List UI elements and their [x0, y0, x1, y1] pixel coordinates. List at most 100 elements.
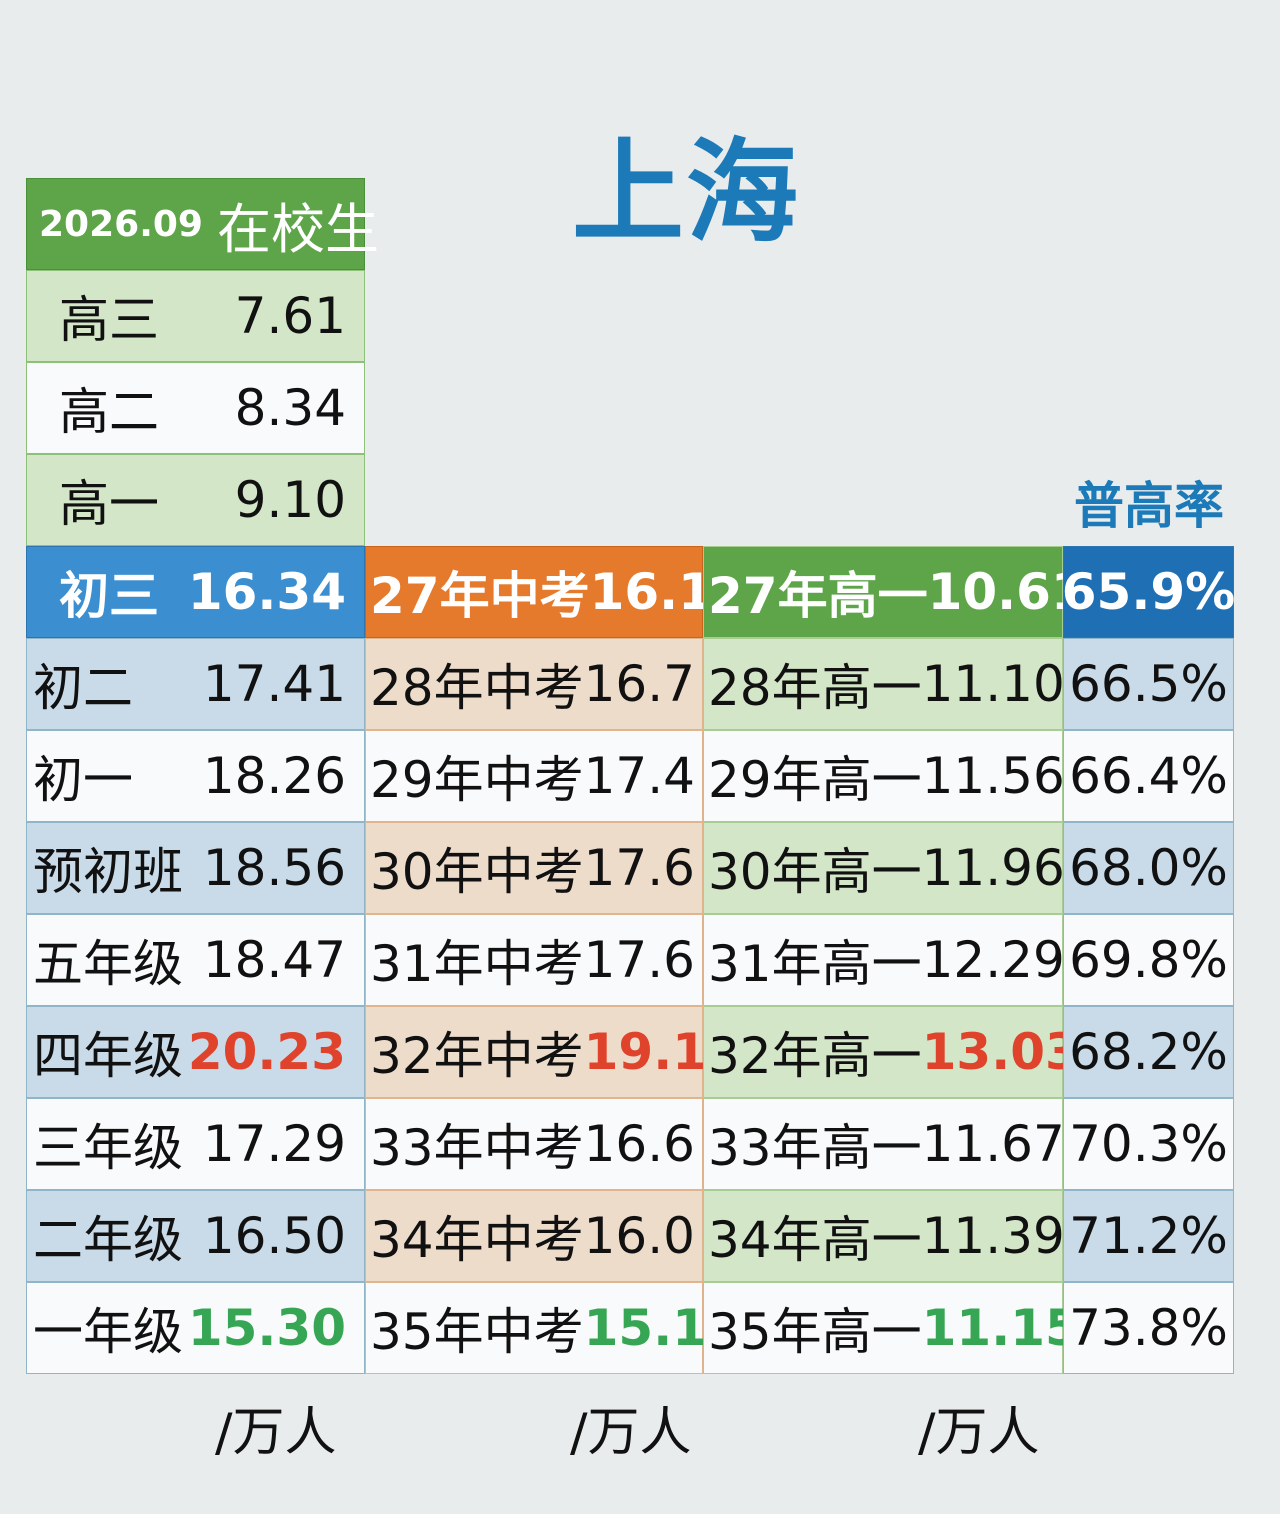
row-3-highschool-value: 11.96	[921, 839, 1065, 897]
top-row-2-value: 9.10	[234, 471, 346, 529]
row-0-students-value: 16.34	[187, 563, 346, 621]
row-2-exam-value: 17.4	[583, 747, 695, 805]
row-2-highschool-label: 29年高一	[708, 751, 922, 809]
row-3-students: 预初班 18.56	[26, 822, 365, 914]
row-6-exam-label: 33年中考	[370, 1119, 584, 1177]
row-7-highschool-value: 11.39	[921, 1207, 1065, 1265]
row-7-exam-value: 16.0	[583, 1207, 695, 1265]
row-0-highschool: 27年高一 10.61	[703, 546, 1086, 638]
row-0-exam: 27年中考 16.1	[365, 546, 713, 638]
row-0-highschool-label: 27年高一	[708, 567, 928, 625]
row-6-rate-value: 70.3%	[1069, 1115, 1228, 1173]
row-4-students: 五年级 18.47	[26, 914, 365, 1006]
row-5-students-label: 四年级	[33, 1027, 183, 1085]
row-6-highschool-label: 33年高一	[708, 1119, 922, 1177]
row-8-highschool: 35年高一 11.15	[703, 1282, 1080, 1374]
row-0-highschool-value: 10.61	[927, 563, 1086, 621]
row-4-rate-value: 69.8%	[1069, 931, 1228, 989]
row-0-exam-label: 27年中考	[370, 567, 590, 625]
top-row-0-value: 7.61	[234, 287, 346, 345]
top-row-2: 高一 9.10	[26, 454, 365, 546]
row-2-students: 初一 18.26	[26, 730, 365, 822]
row-4-students-label: 五年级	[33, 935, 183, 993]
row-2-students-value: 18.26	[202, 747, 346, 805]
row-8-exam-value: 15.1	[583, 1299, 707, 1357]
row-0-rate-value: 65.9%	[1061, 563, 1236, 621]
row-1-rate-value: 66.5%	[1069, 655, 1228, 713]
row-8-highschool-label: 35年高一	[708, 1303, 922, 1361]
row-4-exam-value: 17.6	[583, 931, 695, 989]
row-8-students: 一年级 15.30	[26, 1282, 365, 1374]
row-2-rate: 66.4%	[1063, 730, 1234, 822]
row-7-rate-value: 71.2%	[1069, 1207, 1228, 1265]
row-3-highschool-label: 30年高一	[708, 843, 922, 901]
row-0-students: 初三 16.34	[26, 546, 365, 638]
row-7-highschool: 34年高一 11.39	[703, 1190, 1065, 1282]
row-3-exam: 30年中考 17.6	[365, 822, 703, 914]
unit-label-2: /万人	[570, 1403, 692, 1463]
row-3-students-value: 18.56	[202, 839, 346, 897]
row-5-rate-value: 68.2%	[1069, 1023, 1228, 1081]
row-5-students-value: 20.23	[187, 1023, 346, 1081]
row-5-highschool-label: 32年高一	[708, 1027, 922, 1085]
row-1-students-value: 17.41	[202, 655, 346, 713]
row-7-students-label: 二年级	[33, 1211, 183, 1269]
row-5-exam-label: 32年中考	[370, 1027, 584, 1085]
row-3-rate-value: 68.0%	[1069, 839, 1228, 897]
top-row-1-label: 高二	[59, 383, 159, 441]
row-6-students-label: 三年级	[33, 1119, 183, 1177]
row-4-rate: 69.8%	[1063, 914, 1234, 1006]
row-1-rate: 66.5%	[1063, 638, 1234, 730]
row-8-rate: 73.8%	[1063, 1282, 1234, 1374]
row-0-rate: 65.9%	[1061, 546, 1236, 638]
top-row-1: 高二 8.34	[26, 362, 365, 454]
row-5-exam: 32年中考 19.1	[365, 1006, 707, 1098]
row-5-students: 四年级 20.23	[26, 1006, 365, 1098]
row-3-exam-label: 30年中考	[370, 843, 584, 901]
row-1-highschool-label: 28年高一	[708, 659, 922, 717]
row-3-rate: 68.0%	[1063, 822, 1234, 914]
row-8-exam-label: 35年中考	[370, 1303, 584, 1361]
row-7-students: 二年级 16.50	[26, 1190, 365, 1282]
row-8-exam: 35年中考 15.1	[365, 1282, 707, 1374]
row-5-highschool: 32年高一 13.03	[703, 1006, 1080, 1098]
row-5-highschool-value: 13.03	[921, 1023, 1080, 1081]
row-0-exam-value: 16.1	[589, 563, 713, 621]
row-6-students: 三年级 17.29	[26, 1098, 365, 1190]
page-title: 上海	[572, 128, 800, 258]
row-8-students-value: 15.30	[187, 1299, 346, 1357]
row-7-exam-label: 34年中考	[370, 1211, 584, 1269]
row-1-exam-label: 28年中考	[370, 659, 584, 717]
row-4-exam: 31年中考 17.6	[365, 914, 703, 1006]
row-6-exam-value: 16.6	[583, 1115, 695, 1173]
row-8-students-label: 一年级	[33, 1303, 183, 1361]
row-1-students: 初二 17.41	[26, 638, 365, 730]
row-3-exam-value: 17.6	[583, 839, 695, 897]
row-7-students-value: 16.50	[202, 1207, 346, 1265]
row-3-highschool: 30年高一 11.96	[703, 822, 1065, 914]
unit-label-3: /万人	[918, 1403, 1040, 1463]
header-date: 2026.09	[39, 203, 203, 245]
row-1-exam-value: 16.7	[583, 655, 695, 713]
row-4-students-value: 18.47	[202, 931, 346, 989]
row-6-highschool: 33年高一 11.67	[703, 1098, 1065, 1190]
row-3-students-label: 预初班	[33, 843, 183, 901]
row-7-exam: 34年中考 16.0	[365, 1190, 703, 1282]
row-2-exam: 29年中考 17.4	[365, 730, 703, 822]
top-row-1-value: 8.34	[234, 379, 346, 437]
row-2-exam-label: 29年中考	[370, 751, 584, 809]
row-0-students-label: 初三	[59, 567, 159, 625]
row-2-rate-value: 66.4%	[1069, 747, 1228, 805]
row-4-highschool-label: 31年高一	[708, 935, 922, 993]
row-5-rate: 68.2%	[1063, 1006, 1234, 1098]
row-1-exam: 28年中考 16.7	[365, 638, 703, 730]
row-5-exam-value: 19.1	[583, 1023, 707, 1081]
row-4-exam-label: 31年中考	[370, 935, 584, 993]
top-row-0-label: 高三	[59, 291, 159, 349]
row-8-highschool-value: 11.15	[921, 1299, 1080, 1357]
row-2-highschool-value: 11.56	[921, 747, 1065, 805]
row-2-students-label: 初一	[33, 751, 133, 809]
header-label: 在校生	[216, 197, 379, 261]
row-6-rate: 70.3%	[1063, 1098, 1234, 1190]
top-row-0: 高三 7.61	[26, 270, 365, 362]
